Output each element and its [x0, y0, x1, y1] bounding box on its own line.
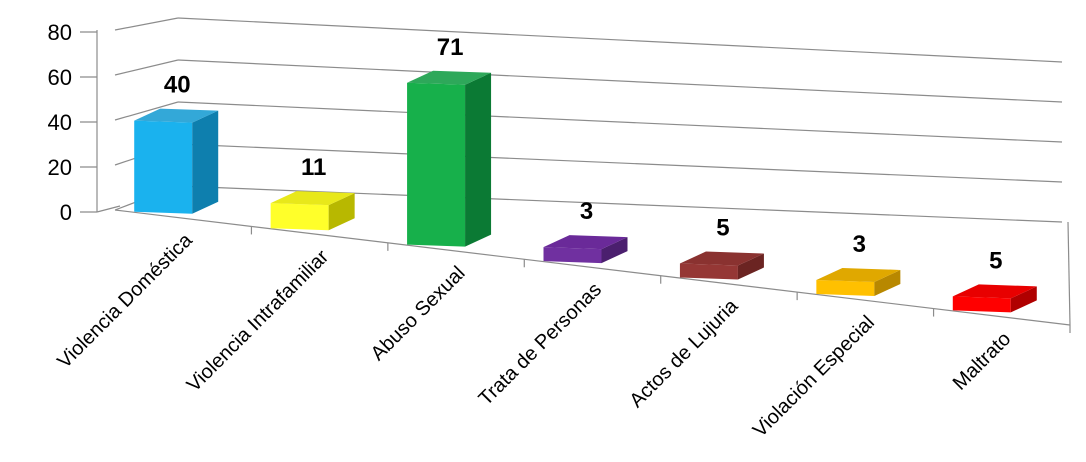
- axis-corner: [96, 205, 121, 213]
- bar-top: [679, 251, 764, 266]
- data-labels: 40 11 71 3 5 3 5: [164, 34, 1003, 275]
- bar-top: [270, 191, 355, 206]
- bar-side: [1010, 286, 1037, 313]
- category-label: Violencia Intrafamiliar: [183, 246, 334, 397]
- y-tick-label: 40: [48, 110, 72, 135]
- gridline-back: [177, 185, 1063, 223]
- category-label: Abuso Sexual: [367, 262, 470, 365]
- bar-front: [270, 203, 329, 231]
- category-label: Actos de Lujuria: [625, 294, 743, 412]
- data-label: 40: [164, 72, 191, 99]
- y-tick-label: 20: [48, 155, 72, 180]
- bar-front: [679, 263, 738, 280]
- bar-side: [601, 237, 628, 264]
- data-label: 3: [580, 198, 593, 225]
- gridline-side: [114, 101, 179, 121]
- gridline-back: [177, 143, 1063, 183]
- bar-top: [816, 267, 901, 282]
- data-label: 3: [853, 231, 866, 258]
- category-label: Violencia Doméstica: [53, 229, 197, 373]
- bar-side: [737, 253, 764, 280]
- floor-right-edge: [1067, 221, 1071, 326]
- category-label: Trata de Personas: [475, 279, 606, 410]
- bar-top: [952, 284, 1037, 299]
- bar-side: [192, 110, 219, 214]
- gridline-back: [177, 101, 1063, 143]
- bar-front: [816, 279, 875, 296]
- y-axis-ticks: 0 20 40 60 80: [48, 20, 97, 225]
- bar-side: [465, 72, 492, 247]
- gridline-back: [177, 59, 1063, 103]
- category-label: Violación Especial: [749, 312, 879, 442]
- bar-side: [328, 193, 355, 231]
- y-tick-label: 80: [48, 20, 72, 45]
- gridline-back: [177, 17, 1063, 63]
- y-tick-label: 60: [48, 65, 72, 90]
- bar-side: [874, 269, 901, 296]
- bar-top: [134, 108, 219, 123]
- data-label: 71: [437, 34, 464, 61]
- floor-front-edge: [114, 209, 1071, 326]
- y-tick-label: 0: [60, 200, 72, 225]
- data-label: 5: [989, 247, 1002, 274]
- bars: [134, 70, 1037, 313]
- category-label: Maltrato: [949, 328, 1016, 395]
- bar-front: [543, 247, 602, 264]
- data-label: 11: [301, 154, 326, 181]
- gridline-side: [114, 17, 179, 31]
- gridline-side: [114, 59, 179, 76]
- bar-top: [407, 70, 492, 85]
- bar-front: [952, 296, 1011, 313]
- bar-front: [134, 120, 193, 214]
- bar-top: [543, 235, 628, 250]
- data-label: 5: [716, 215, 729, 242]
- bar-front: [407, 82, 466, 247]
- gridlines: [96, 17, 1071, 326]
